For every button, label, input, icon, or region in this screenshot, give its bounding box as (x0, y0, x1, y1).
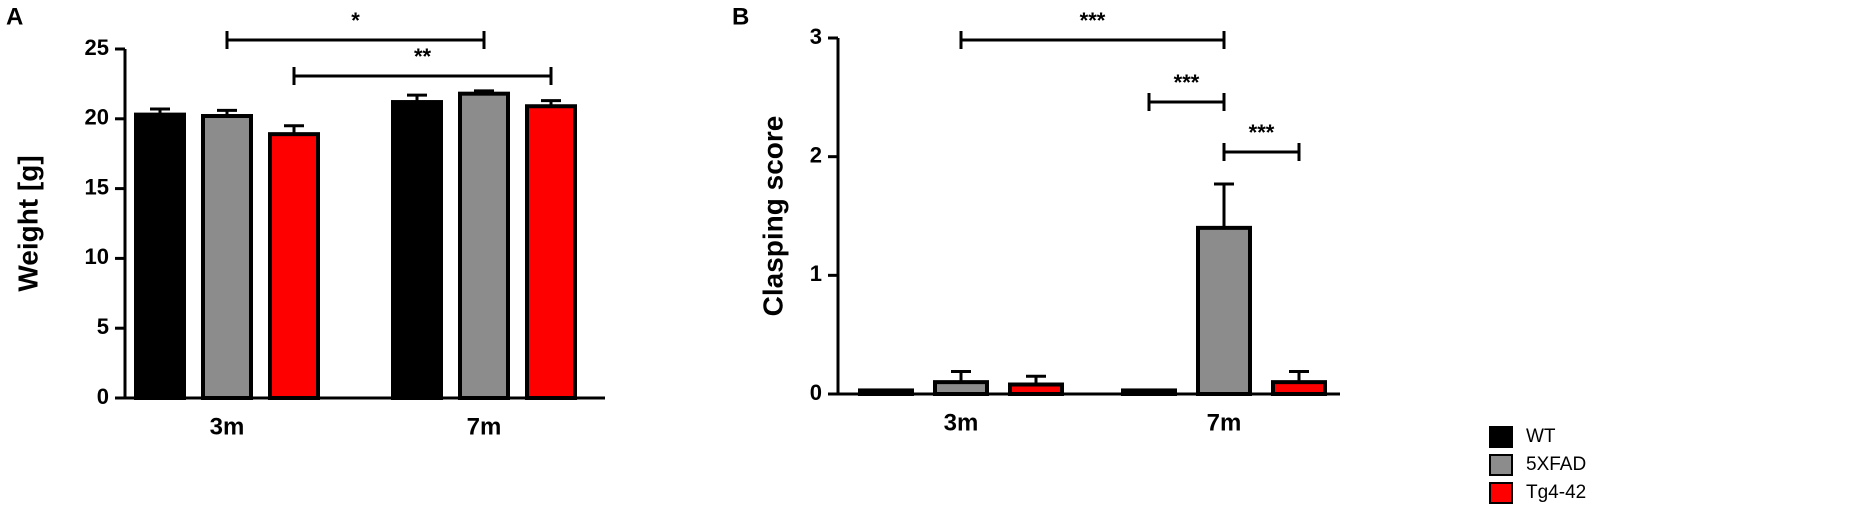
y-tick-label: 5 (97, 314, 109, 339)
y-axis-title: Weight [g] (12, 155, 43, 291)
bar (134, 112, 186, 400)
legend-swatch (1489, 426, 1513, 448)
y-tick-label: 3 (810, 24, 822, 49)
bar (458, 91, 510, 400)
legend-swatch (1489, 482, 1513, 504)
x-tick-label: 7m (1207, 409, 1242, 436)
panel-label: A (6, 3, 23, 30)
bar (1196, 225, 1252, 396)
y-tick-label: 25 (85, 35, 109, 60)
bar (201, 114, 253, 401)
bar (525, 104, 577, 401)
x-tick-label: 7m (467, 413, 502, 440)
legend-label: WT (1526, 426, 1556, 447)
y-tick-label: 0 (810, 380, 822, 405)
bar (1121, 388, 1177, 397)
significance-label: *** (1080, 8, 1106, 33)
bar (268, 132, 320, 400)
x-tick-label: 3m (944, 409, 979, 436)
significance-label: * (351, 8, 360, 33)
significance-label: *** (1174, 70, 1200, 95)
y-tick-label: 15 (85, 174, 109, 199)
legend-label: Tg4-42 (1526, 482, 1586, 503)
legend-label: 5XFAD (1526, 454, 1586, 475)
bar (1008, 382, 1064, 396)
y-tick-label: 2 (810, 142, 822, 167)
bar (858, 388, 914, 397)
significance-label: ** (414, 44, 432, 69)
bar (933, 380, 989, 396)
x-tick-label: 3m (210, 413, 245, 440)
bar (391, 100, 443, 400)
significance-label: *** (1249, 120, 1275, 145)
y-tick-label: 10 (85, 244, 109, 269)
y-tick-label: 20 (85, 105, 109, 130)
y-axis-title: Clasping score (757, 116, 788, 317)
legend-swatch (1489, 454, 1513, 476)
y-tick-label: 0 (97, 384, 109, 409)
bar (1271, 380, 1327, 396)
panel-label: B (732, 3, 749, 30)
y-tick-label: 1 (810, 261, 822, 286)
